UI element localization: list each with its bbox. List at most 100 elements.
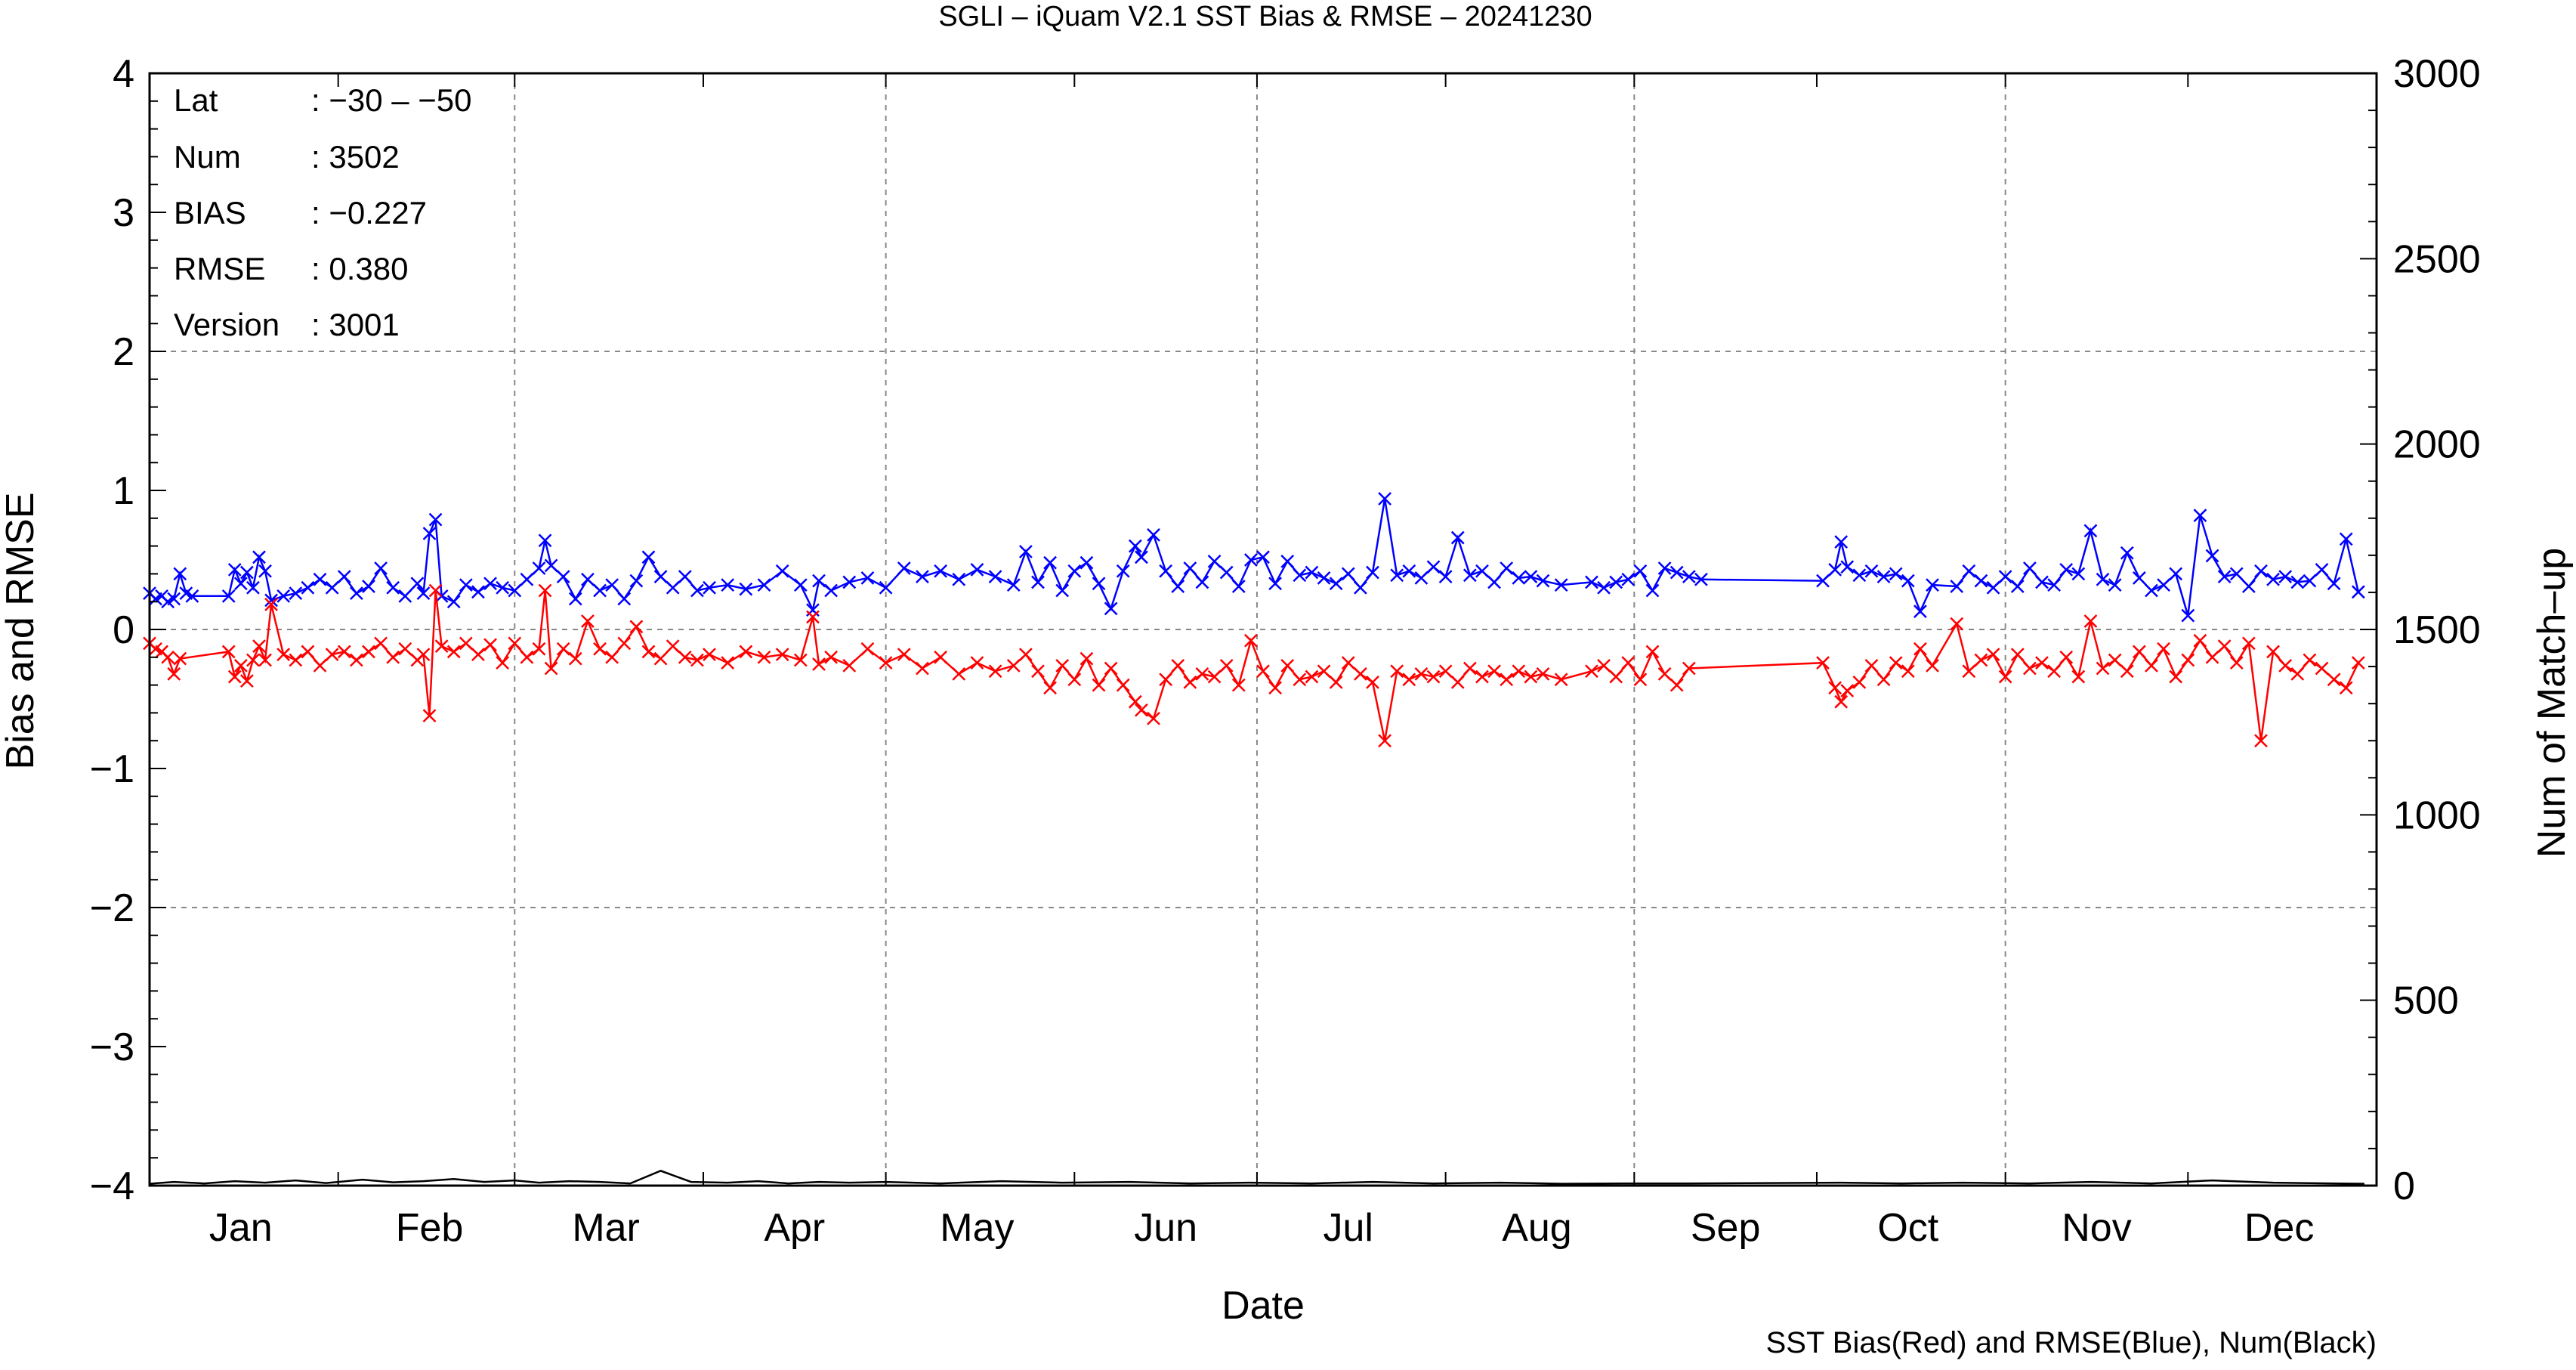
point-rmse: [1834, 535, 1849, 549]
point-rmse: [2303, 574, 2317, 588]
point-bias: [1159, 673, 1173, 687]
info-num-label: Num: [174, 139, 241, 175]
point-rmse: [1341, 567, 1355, 581]
point-rmse: [258, 564, 272, 578]
point-rmse: [629, 574, 644, 588]
point-bias: [1116, 678, 1130, 692]
point-rmse: [952, 572, 966, 586]
info-version-value: : 3001: [311, 307, 400, 342]
point-bias: [556, 642, 570, 656]
point-rmse: [1986, 580, 2000, 595]
point-rmse: [2229, 567, 2244, 581]
point-rmse: [1104, 602, 1118, 616]
point-rmse: [1816, 574, 1830, 588]
point-rmse: [1487, 575, 1501, 589]
point-bias: [398, 642, 412, 656]
point-rmse: [2096, 572, 2110, 586]
point-rmse: [988, 570, 1002, 583]
y-tick-label: −1: [90, 747, 134, 791]
point-bias: [246, 653, 260, 667]
point-rmse: [605, 578, 619, 592]
point-bias: [2059, 650, 2074, 664]
info-lat-value: : −30 – −50: [311, 82, 472, 118]
point-rmse: [233, 577, 248, 591]
point-rmse: [446, 595, 461, 609]
point-bias: [301, 645, 315, 659]
point-bias: [2351, 656, 2365, 670]
point-bias: [952, 666, 966, 681]
point-rmse: [703, 580, 716, 595]
point-rmse: [2120, 546, 2134, 560]
point-bias: [1329, 676, 1343, 689]
point-rmse: [544, 558, 558, 573]
point-rmse: [496, 580, 510, 595]
point-rmse: [2339, 532, 2353, 546]
point-bias: [2290, 666, 2305, 681]
point-rmse: [617, 592, 632, 606]
y-tick-label: −2: [90, 886, 134, 930]
y-tick-label: 3: [113, 191, 134, 235]
point-rmse: [2327, 577, 2341, 591]
point-rmse: [1950, 580, 1964, 593]
point-bias: [617, 636, 632, 651]
point-rmse: [2254, 564, 2268, 578]
point-rmse: [666, 580, 680, 595]
point-rmse: [1609, 575, 1623, 589]
point-bias: [227, 670, 242, 684]
point-rmse: [386, 580, 400, 595]
point-rmse: [252, 550, 266, 564]
point-bias: [416, 648, 431, 662]
point-bias: [1135, 703, 1148, 717]
x-tick-label: Apr: [764, 1206, 825, 1250]
point-bias: [2241, 636, 2256, 651]
point-rmse: [520, 572, 534, 586]
point-rmse: [2169, 567, 2183, 581]
point-rmse: [2157, 578, 2170, 592]
point-bias: [173, 651, 187, 666]
point-rmse: [1669, 565, 1684, 580]
series-bias: [143, 583, 2365, 748]
point-bias: [1840, 684, 1855, 697]
point-bias: [2229, 656, 2244, 670]
x-tick-label: Feb: [396, 1206, 464, 1250]
info-rmse-value: : 0.380: [311, 251, 408, 286]
info-version-label: Version: [174, 307, 280, 342]
point-rmse: [1402, 564, 1416, 578]
point-bias: [934, 650, 947, 664]
point-bias: [2145, 658, 2158, 673]
point-bias: [812, 657, 826, 671]
point-rmse: [2278, 570, 2293, 583]
info-num-value: : 3502: [311, 139, 400, 175]
point-bias: [2169, 670, 2183, 684]
point-rmse: [459, 578, 473, 592]
point-bias: [2157, 642, 2170, 656]
point-rmse: [1901, 574, 1915, 588]
point-rmse: [1116, 564, 1130, 578]
point-rmse: [1256, 550, 1270, 564]
point-bias: [593, 642, 607, 656]
point-bias: [739, 645, 753, 659]
y2-tick-label: 2000: [2393, 423, 2481, 467]
point-rmse: [793, 578, 808, 592]
point-rmse: [916, 570, 929, 583]
info-bias-value: : −0.227: [311, 195, 427, 230]
point-bias: [1055, 658, 1070, 673]
point-rmse: [428, 512, 443, 527]
point-bias: [1092, 678, 1106, 692]
point-rmse: [325, 580, 339, 595]
point-bias: [1207, 670, 1222, 684]
y2-tick-label: 2500: [2393, 237, 2481, 281]
point-rmse: [221, 589, 236, 603]
point-bias: [1645, 645, 1660, 659]
point-rmse: [1128, 539, 1142, 553]
point-bias: [1426, 670, 1441, 684]
point-rmse: [757, 578, 771, 592]
point-rmse: [337, 570, 351, 583]
point-rmse: [824, 583, 839, 598]
point-bias: [806, 610, 820, 624]
point-bias: [2205, 650, 2219, 664]
point-bias: [703, 648, 716, 662]
point-rmse: [2217, 570, 2232, 583]
point-bias: [349, 653, 363, 667]
point-bias: [1268, 681, 1282, 695]
